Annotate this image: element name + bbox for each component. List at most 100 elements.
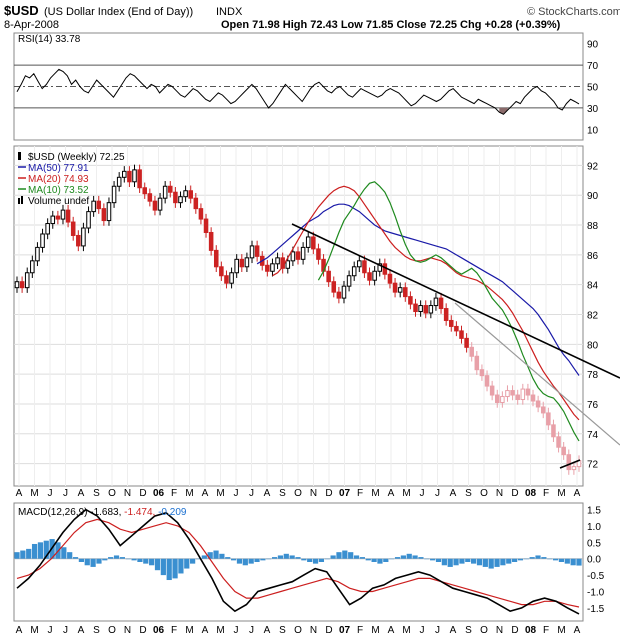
macd-hist-bar (119, 557, 125, 559)
macd-hist-bar (236, 558, 243, 564)
price-trendline-main (291, 223, 620, 379)
price-candle-body (168, 185, 173, 193)
price-candle-body (162, 185, 168, 199)
macd-hist-bar (260, 558, 266, 561)
price-candle-body (285, 260, 291, 269)
price-candle-body (403, 287, 408, 298)
macd-hist-bar (342, 550, 348, 559)
macd-x-label: J (63, 625, 68, 636)
price-candle-body (50, 215, 56, 225)
price-candles (14, 164, 582, 475)
price-candle-body (454, 325, 459, 332)
macd-hist-bar (172, 558, 178, 579)
price-candle-body (14, 281, 20, 289)
macd-hist-bar (125, 558, 131, 560)
price-tick-label: 76 (587, 400, 599, 411)
macd-hist-bar (307, 558, 313, 562)
price-candle-body (311, 236, 316, 250)
price-x-label: J (234, 488, 239, 499)
price-candle-body (65, 209, 71, 223)
price-candle-body (142, 187, 147, 195)
macd-hist-bar (383, 558, 389, 562)
macd-hist-bar (494, 558, 500, 567)
macd-hist-bar (219, 553, 225, 559)
price-tick-label: 86 (587, 251, 599, 262)
price-candle-body (147, 193, 153, 202)
price-candle-body (208, 231, 214, 251)
price-x-label: 07 (339, 488, 351, 499)
price-x-label: D (139, 488, 146, 499)
macd-x-label: A (388, 625, 395, 636)
macd-x-label: J (249, 625, 254, 636)
price-candle-body (137, 169, 142, 189)
price-candle-body (60, 209, 66, 220)
macd-hist-bar (389, 558, 395, 560)
macd-hist-bar (377, 558, 383, 564)
price-candle-body (566, 454, 572, 471)
macd-hist-bar (517, 558, 524, 561)
macd-hist-bar (160, 558, 166, 576)
macd-hist-bar (400, 555, 406, 559)
macd-signal-line (16, 518, 580, 608)
price-candle-body (86, 211, 91, 229)
macd-hist-bar (108, 557, 114, 559)
price-candle-body (449, 319, 454, 327)
macd-hist-bar (295, 557, 301, 559)
price-candle-body (270, 263, 275, 272)
macd-hist-bar (72, 557, 79, 559)
macd-hist-bar (552, 558, 559, 561)
price-candle-body (510, 390, 515, 396)
price-x-label: S (279, 488, 286, 499)
price-tick-label: 78 (587, 370, 599, 381)
price-candle-body (387, 273, 393, 284)
price-candle-body (239, 258, 245, 268)
price-candle-body (76, 234, 81, 247)
macd-hist-bar (336, 552, 342, 559)
price-candle-body (515, 394, 520, 401)
price-candle-body (203, 218, 209, 233)
macd-hist-bar (266, 558, 272, 560)
chart-name: (US Dollar Index (End of Day)) (44, 6, 193, 18)
price-x-label: N (124, 488, 131, 499)
macd-hist-bar (213, 550, 219, 559)
price-candle-body (357, 260, 362, 268)
macd-x-label: A (78, 625, 85, 636)
price-trendline-support (559, 459, 581, 469)
macd-hist-bar (149, 558, 155, 566)
macd-hist-bar (184, 558, 190, 569)
macd-hist-bar (511, 558, 518, 562)
macd-yticks: -1.5 -1.0 -0.5 0.0 0.5 1.0 1.5 (587, 506, 605, 615)
rsi-grid (14, 64, 583, 109)
legend-entry: MA(50) 77.91 (28, 163, 89, 174)
macd-x-label: J (420, 625, 425, 636)
macd-label-part: -1.474, (121, 507, 155, 518)
macd-x-label: S (465, 625, 472, 636)
price-candle-body (500, 396, 505, 403)
macd-hist-bar (506, 558, 512, 564)
rsi-panel: 10 30 50 70 90 RSI(14) 33.78 (13, 32, 599, 141)
price-x-label: N (310, 488, 317, 499)
macd-x-label: D (139, 625, 146, 636)
price-tick-label: 92 (587, 161, 599, 172)
price-x-label: 08 (525, 488, 537, 499)
price-candle-body (423, 305, 428, 314)
price-candle-body (295, 251, 301, 260)
price-candle-body (290, 251, 296, 262)
price-candle-body (474, 355, 480, 371)
price-candle-body (464, 337, 469, 348)
price-candle-body (341, 285, 347, 299)
price-x-label: A (202, 488, 209, 499)
price-x-label: J (249, 488, 254, 499)
price-candle-body (35, 246, 40, 262)
macd-x-label: 06 (153, 625, 165, 636)
macd-label-part: -1.683, (87, 507, 121, 518)
price-tick-label: 84 (587, 281, 599, 292)
price-candle-body (484, 375, 490, 387)
price-candle-body (122, 170, 127, 178)
price-x-label: J (435, 488, 440, 499)
macd-hist-bar (312, 558, 319, 564)
macd-hist-bar (430, 558, 436, 561)
macd-hist-bar (113, 555, 120, 559)
macd-hist-bar (500, 558, 506, 566)
